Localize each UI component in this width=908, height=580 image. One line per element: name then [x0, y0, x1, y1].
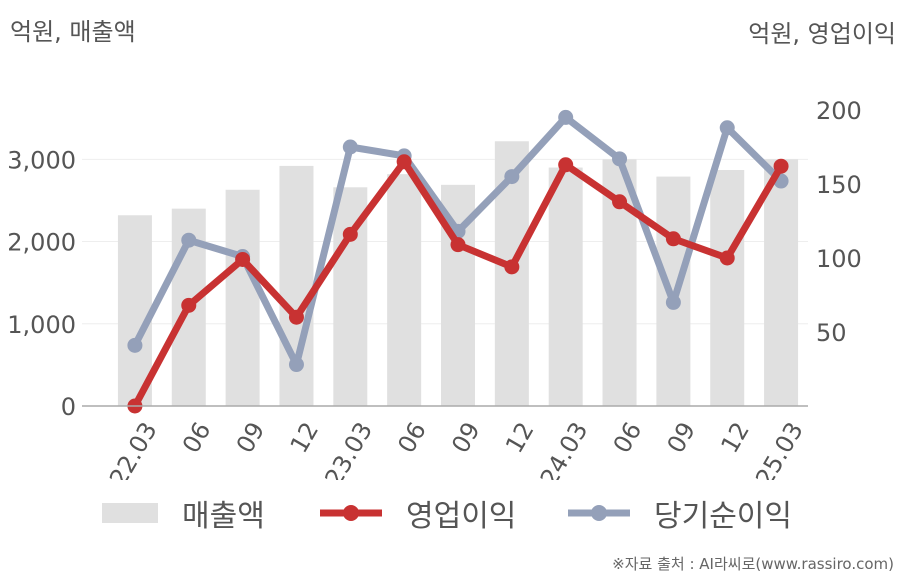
x-tick-label: 25.03 [750, 417, 809, 480]
net-income-point [612, 151, 628, 167]
x-tick-label: 12 [285, 417, 325, 457]
right-tick-label: 200 [816, 97, 862, 125]
x-tick-label: 09 [662, 417, 702, 457]
net-income-point [719, 120, 735, 136]
x-tick-label: 06 [608, 417, 648, 457]
legend-label-operating-profit: 영업이익 [406, 499, 517, 534]
net-income-point [558, 109, 574, 125]
operating-profit-point [612, 194, 628, 210]
operating-profit-point [719, 250, 735, 266]
x-tick-label: 06 [177, 417, 217, 457]
operating-profit-point [288, 309, 304, 325]
source-note: ※자료 출처 : AI라씨로(www.rassiro.com) [612, 555, 894, 573]
revenue-bars [117, 141, 799, 406]
x-tick-label: 09 [231, 417, 271, 457]
operating-profit-point [235, 251, 251, 267]
legend-bar-swatch [102, 503, 158, 523]
legend-line-swatch-net [568, 505, 630, 521]
right-tick-label: 100 [816, 245, 862, 273]
net-income-point [665, 294, 681, 310]
x-tick-label: 09 [446, 417, 486, 457]
x-tick-label: 22.03 [104, 417, 163, 480]
net-income-point [342, 139, 358, 155]
operating-profit-point [450, 237, 466, 253]
revenue-bar [710, 170, 745, 406]
legend: 매출액 영업이익 당기순이익 [0, 488, 908, 538]
x-tick-label: 12 [500, 417, 540, 457]
net-income-point [181, 232, 197, 248]
right-tick-label: 150 [816, 171, 862, 199]
operating-profit-point [665, 231, 681, 247]
x-tick-label: 06 [392, 417, 432, 457]
legend-item-net-income: 당기순이익 [566, 488, 792, 538]
legend-item-operating-profit: 영업이익 [318, 488, 516, 538]
left-tick-label: 2,000 [7, 229, 76, 257]
left-axis-unit: 억원, 매출액 [10, 18, 136, 46]
legend-line-swatch-op [320, 505, 382, 521]
profit-lines [127, 109, 789, 414]
net-income-point [288, 357, 304, 373]
right-tick-label: 50 [816, 319, 847, 347]
net-income-point [127, 337, 143, 353]
operating-profit-point [558, 157, 574, 173]
operating-profit-point [773, 158, 789, 174]
legend-item-revenue: 매출액 [100, 488, 265, 538]
operating-profit-point [396, 154, 412, 170]
x-tick-label: 24.03 [535, 417, 594, 480]
operating-profit-point [181, 297, 197, 313]
left-tick-label: 3,000 [7, 146, 76, 174]
operating-profit-point [342, 226, 358, 242]
legend-label-net-income: 당기순이익 [654, 499, 792, 534]
revenue-bar [225, 189, 260, 406]
x-tick-label: 23.03 [319, 417, 378, 480]
revenue-bar [387, 174, 422, 406]
revenue-bar [764, 159, 799, 406]
revenue-bar [548, 167, 583, 406]
operating-profit-point [504, 259, 520, 275]
legend-label-revenue: 매출액 [182, 499, 265, 534]
left-tick-label: 0 [61, 393, 76, 421]
x-tick-label: 12 [715, 417, 755, 457]
net-income-point [504, 169, 520, 185]
revenue-bar [117, 215, 152, 406]
right-axis-unit: 억원, 영업이익 [748, 20, 896, 48]
left-tick-label: 1,000 [7, 311, 76, 339]
